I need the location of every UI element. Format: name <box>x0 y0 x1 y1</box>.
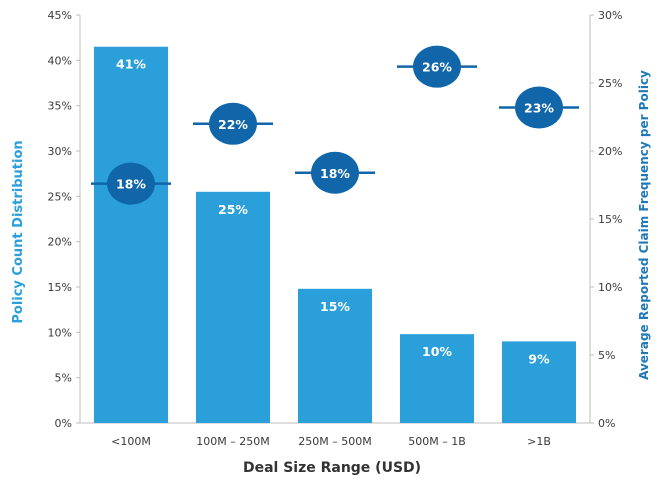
x-tick-label: <100M <box>111 435 151 448</box>
y-axis-title-right: Average Reported Claim Frequency per Pol… <box>637 70 651 380</box>
y-tick-label-right: 0% <box>598 417 615 430</box>
y-tick-label-right: 15% <box>598 213 622 226</box>
y-tick-label-left: 45% <box>48 9 72 22</box>
y-tick-label-left: 20% <box>48 236 72 249</box>
y-axis-title-left: Policy Count Distribution <box>11 140 26 323</box>
marker-dot-3 <box>311 151 359 194</box>
y-tick-label-right: 20% <box>598 145 622 158</box>
bar-label-3: 15% <box>320 299 350 314</box>
y-tick-label-left: 40% <box>48 54 72 67</box>
axes-layer: 0% 5% 10% 15% 20% 25% 30% 35% 40% 45% 0% 5% 10% 15% 20… <box>48 9 623 448</box>
x-tick-label: 500M – 1B <box>408 435 466 448</box>
y-tick-label-right: 5% <box>598 349 615 362</box>
y-tick-label-left: 35% <box>48 100 72 113</box>
x-tick-label: >1B <box>527 435 551 448</box>
marker-label-3: 18% <box>320 166 350 181</box>
y-tick-label-left: 15% <box>48 281 72 294</box>
marker-label-5: 23% <box>524 100 554 115</box>
marker-label-1: 18% <box>116 177 146 192</box>
x-tick-label: 250M – 500M <box>298 435 371 448</box>
marker-dot-4 <box>413 45 461 88</box>
y-tick-label-right: 10% <box>598 281 622 294</box>
bar-label-1: 41% <box>116 57 146 72</box>
bar-label-2: 25% <box>218 202 248 217</box>
y-tick-label-left: 30% <box>48 145 72 158</box>
x-axis-title: Deal Size Range (USD) <box>243 460 421 476</box>
y-tick-label-left: 0% <box>55 417 72 430</box>
marker-dot-2 <box>209 102 257 145</box>
bar-2 <box>196 191 270 423</box>
marker-label-2: 22% <box>218 117 248 132</box>
bar-5 <box>502 341 576 423</box>
bar-4 <box>400 334 474 423</box>
y-tick-label-right: 30% <box>598 9 622 22</box>
x-tick-label: 100M – 250M <box>196 435 269 448</box>
bar-layer: 41% 25% 15% 10% 9% <box>94 46 576 423</box>
bar-label-4: 10% <box>422 344 452 359</box>
y-tick-label-left: 5% <box>55 372 72 385</box>
marker-dot-5 <box>515 86 563 129</box>
y-tick-label-left: 10% <box>48 326 72 339</box>
bar-label-5: 9% <box>528 351 550 366</box>
bar-1 <box>94 46 168 423</box>
bar-3 <box>298 288 372 423</box>
marker-layer: 18% 22% 18% 26% 23% <box>91 45 579 205</box>
y-tick-label-right: 25% <box>598 77 622 90</box>
marker-label-4: 26% <box>422 60 452 75</box>
marker-dot-1 <box>107 162 155 205</box>
y-tick-label-left: 25% <box>48 190 72 203</box>
